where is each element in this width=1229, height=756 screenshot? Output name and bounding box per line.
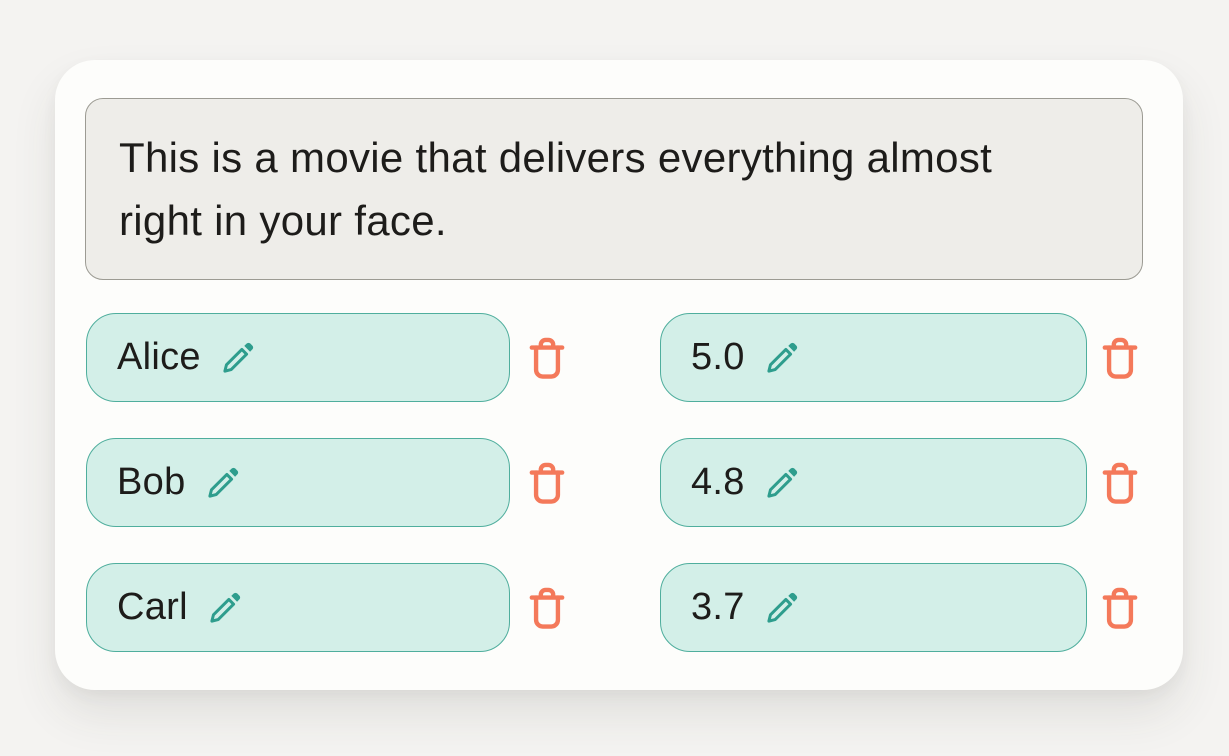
rating-field[interactable]: 4.8 xyxy=(660,438,1087,527)
reviewer-card: This is a movie that delivers everything… xyxy=(55,60,1183,690)
trash-icon xyxy=(1102,587,1138,629)
delete-name-button[interactable] xyxy=(528,584,566,632)
trash-icon xyxy=(1102,462,1138,504)
reviewer-row: Alice 5.0 xyxy=(86,313,1170,402)
rating-field[interactable]: 3.7 xyxy=(660,563,1087,652)
trash-icon xyxy=(529,462,565,504)
reviewer-row: Bob 4.8 xyxy=(86,438,1170,527)
trash-icon xyxy=(1102,337,1138,379)
rating-value: 3.7 xyxy=(691,586,745,628)
edit-pencil-icon[interactable] xyxy=(761,587,803,629)
review-text: This is a movie that delivers everything… xyxy=(119,134,993,244)
delete-name-button[interactable] xyxy=(528,459,566,507)
review-text-box: This is a movie that delivers everything… xyxy=(85,98,1143,280)
edit-pencil-icon[interactable] xyxy=(217,337,259,379)
name-value: Carl xyxy=(117,586,188,628)
rating-value: 4.8 xyxy=(691,461,745,503)
trash-icon xyxy=(529,337,565,379)
delete-rating-button[interactable] xyxy=(1101,334,1139,382)
delete-rating-button[interactable] xyxy=(1101,584,1139,632)
delete-rating-button[interactable] xyxy=(1101,459,1139,507)
name-field[interactable]: Carl xyxy=(86,563,510,652)
trash-icon xyxy=(529,587,565,629)
reviewer-rows: Alice 5.0 xyxy=(86,313,1170,688)
edit-pencil-icon[interactable] xyxy=(204,587,246,629)
name-field[interactable]: Bob xyxy=(86,438,510,527)
edit-pencil-icon[interactable] xyxy=(202,462,244,504)
edit-pencil-icon[interactable] xyxy=(761,337,803,379)
name-value: Alice xyxy=(117,336,201,378)
name-field[interactable]: Alice xyxy=(86,313,510,402)
delete-name-button[interactable] xyxy=(528,334,566,382)
rating-field[interactable]: 5.0 xyxy=(660,313,1087,402)
rating-value: 5.0 xyxy=(691,336,745,378)
reviewer-row: Carl 3.7 xyxy=(86,563,1170,652)
edit-pencil-icon[interactable] xyxy=(761,462,803,504)
name-value: Bob xyxy=(117,461,186,503)
